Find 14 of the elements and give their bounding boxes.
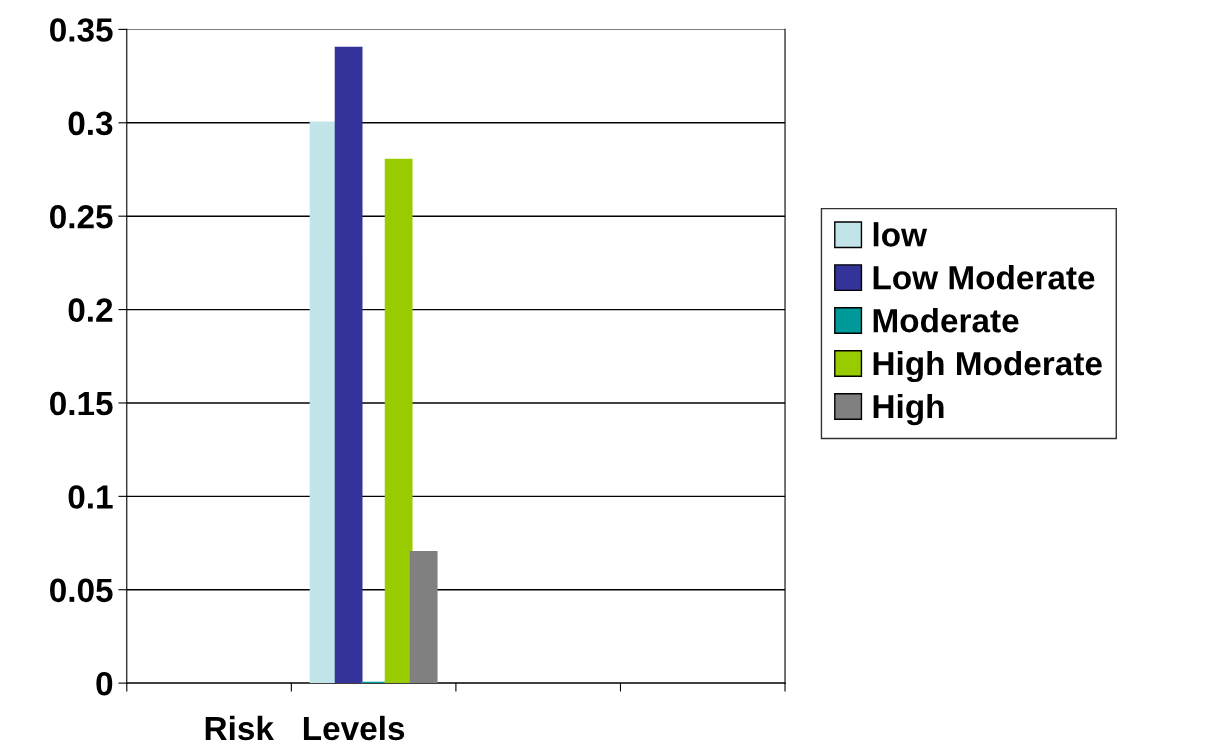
legend-label: low (873, 222, 928, 247)
y-tick-label: 0.05 (50, 578, 113, 603)
legend-label: High (873, 393, 944, 426)
legend-label: Low Moderate (873, 265, 1095, 290)
y-tick-label: 0.15 (50, 391, 113, 416)
y-tick-label: 0.25 (50, 204, 113, 229)
legend-label: Moderate (873, 307, 1019, 333)
y-tick-label: 0.1 (68, 485, 113, 509)
y-tick-label: 0.35 (50, 18, 113, 42)
y-tick-label: 0.2 (68, 298, 113, 322)
y-tick-label: 0.3 (68, 111, 113, 136)
x-axis-title: Risk Levels (205, 715, 405, 741)
legend-label: High Moderate (873, 350, 1102, 383)
y-tick-label: 0 (96, 671, 113, 696)
